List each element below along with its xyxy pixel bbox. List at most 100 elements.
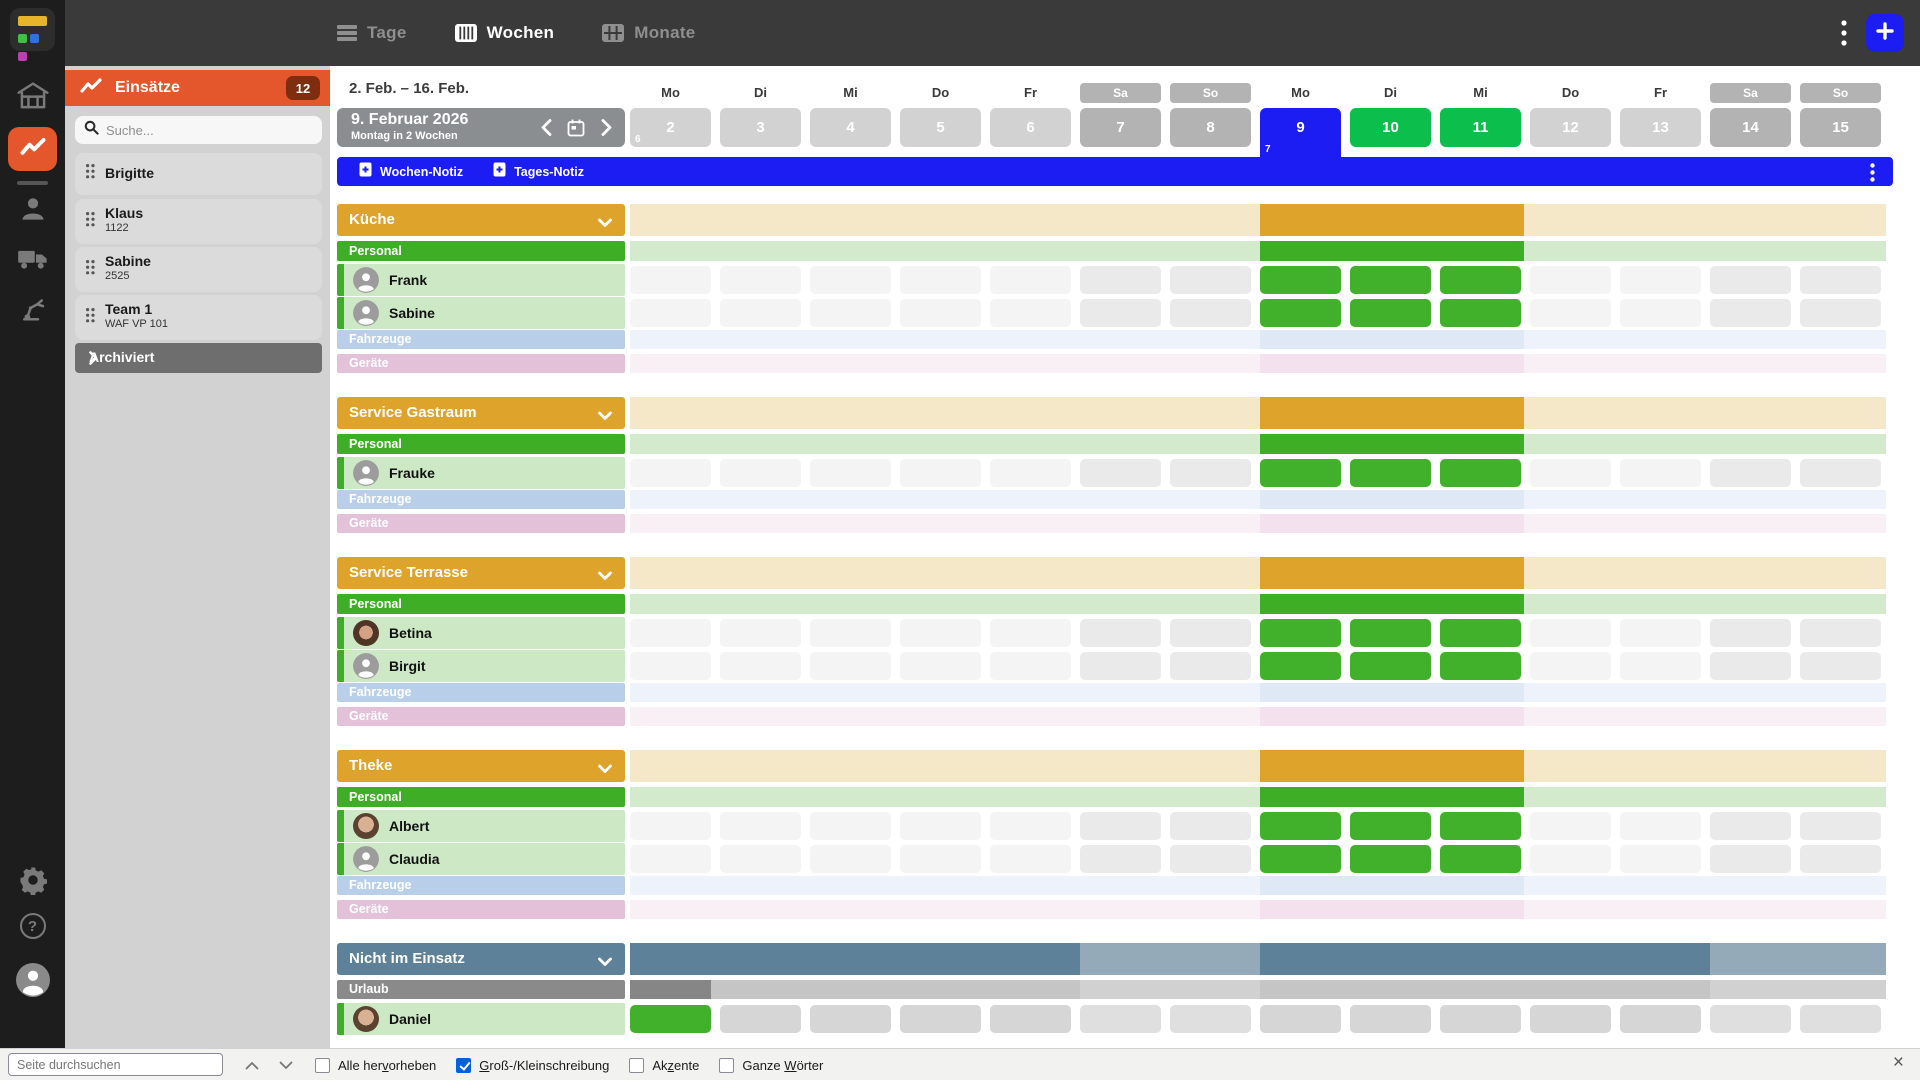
schedule-cell[interactable] [1710,299,1791,327]
schedule-cell[interactable] [990,459,1071,487]
rail-equipment-button[interactable] [0,296,65,324]
schedule-cell[interactable] [900,459,981,487]
find-next-button[interactable] [274,1055,298,1075]
sidebar-item-brigitte[interactable]: Brigitte [75,153,322,195]
schedule-cell[interactable] [810,1005,891,1033]
schedule-cell[interactable] [900,619,981,647]
sidebar-item-archived[interactable]: Archiviert [75,343,322,373]
date-cell-10[interactable]: 10 [1350,108,1431,147]
schedule-cell[interactable] [1260,266,1341,294]
schedule-cell[interactable] [810,619,891,647]
schedule-cell[interactable] [1350,845,1431,873]
find-option-z[interactable]: Akzente [629,1057,699,1073]
schedule-cell[interactable] [1530,812,1611,840]
date-cell-3[interactable]: 3 [720,108,801,147]
member-row-betina[interactable]: Betina [337,617,625,649]
sidebar-search[interactable] [75,116,322,144]
schedule-cell[interactable] [900,812,981,840]
schedule-cell[interactable] [810,266,891,294]
schedule-cell[interactable] [1440,299,1521,327]
schedule-cell[interactable] [1710,845,1791,873]
schedule-cell[interactable] [720,1005,801,1033]
schedule-cell[interactable] [1620,266,1701,294]
schedule-cell[interactable] [1170,266,1251,294]
search-input[interactable] [106,122,296,138]
schedule-cell[interactable] [1080,459,1161,487]
schedule-cell[interactable] [1620,1005,1701,1033]
schedule-cell[interactable] [990,1005,1071,1033]
schedule-cell[interactable] [1530,459,1611,487]
sidebar-item-team-1[interactable]: Team 1 WAF VP 101 [75,295,322,340]
schedule-cell[interactable] [1260,845,1341,873]
schedule-cell[interactable] [810,652,891,680]
schedule-cell[interactable] [1440,652,1521,680]
rail-settings-button[interactable] [0,866,65,898]
schedule-cell[interactable] [1170,1005,1251,1033]
drag-handle-icon[interactable] [85,307,96,329]
schedule-cell[interactable] [1350,459,1431,487]
rail-personnel-button[interactable] [0,196,65,224]
schedule-cell[interactable] [990,299,1071,327]
schedule-cell[interactable] [1620,459,1701,487]
schedule-cell[interactable] [1170,652,1251,680]
drag-handle-icon[interactable] [85,163,96,185]
schedule-cell[interactable] [810,812,891,840]
schedule-cell[interactable] [1800,459,1881,487]
next-button[interactable] [593,108,619,147]
schedule-cell[interactable] [630,812,711,840]
rail-help-button[interactable]: ? [0,913,65,939]
schedule-cell[interactable] [1440,459,1521,487]
schedule-cell[interactable] [630,459,711,487]
schedule-cell[interactable] [1800,845,1881,873]
schedule-cell[interactable] [1260,299,1341,327]
schedule-cell[interactable] [1080,652,1161,680]
member-row-birgit[interactable]: Birgit [337,650,625,682]
schedule-cell[interactable] [1080,619,1161,647]
schedule-cell[interactable] [1800,266,1881,294]
schedule-cell[interactable] [630,299,711,327]
schedule-cell[interactable] [900,299,981,327]
section-header-k-che[interactable]: Küche [337,204,625,236]
schedule-cell[interactable] [1350,619,1431,647]
calendar-icon[interactable] [563,108,589,147]
date-cell-5[interactable]: 5 [900,108,981,147]
day-note-button[interactable]: Tages-Notiz [493,162,584,182]
schedule-cell[interactable] [1710,1005,1791,1033]
drag-handle-icon[interactable] [85,259,96,281]
schedule-cell[interactable] [1800,1005,1881,1033]
schedule-cell[interactable] [1530,652,1611,680]
schedule-cell[interactable] [810,845,891,873]
schedule-cell[interactable] [990,266,1071,294]
schedule-cell[interactable] [990,812,1071,840]
schedule-cell[interactable] [900,266,981,294]
schedule-cell[interactable] [1170,299,1251,327]
rail-vehicles-button[interactable] [0,247,65,273]
urlaub-entry-cell[interactable] [630,980,711,999]
schedule-cell[interactable] [1440,619,1521,647]
checkbox-icon[interactable] [719,1057,735,1073]
date-cell-4[interactable]: 4 [810,108,891,147]
schedule-cell[interactable] [1080,299,1161,327]
schedule-cell[interactable] [1440,266,1521,294]
drag-handle-icon[interactable] [85,211,96,233]
schedule-cell[interactable] [1800,619,1881,647]
schedule-cell[interactable] [1800,299,1881,327]
week-note-button[interactable]: Wochen-Notiz [359,162,463,182]
schedule-cell[interactable] [720,459,801,487]
close-icon[interactable]: × [1892,1052,1904,1073]
schedule-cell[interactable] [1260,619,1341,647]
kebab-menu-icon[interactable] [1829,15,1859,51]
section-header-service-terrasse[interactable]: Service Terrasse [337,557,625,589]
checkbox-checked-icon[interactable] [456,1057,472,1073]
checkbox-icon[interactable] [629,1057,645,1073]
schedule-cell[interactable] [1800,652,1881,680]
schedule-cell[interactable] [990,845,1071,873]
date-cell-8[interactable]: 8 [1170,108,1251,147]
find-input[interactable] [8,1053,223,1076]
schedule-cell[interactable] [1440,845,1521,873]
schedule-cell[interactable] [1620,845,1701,873]
schedule-cell[interactable] [990,619,1071,647]
schedule-cell[interactable] [1530,266,1611,294]
